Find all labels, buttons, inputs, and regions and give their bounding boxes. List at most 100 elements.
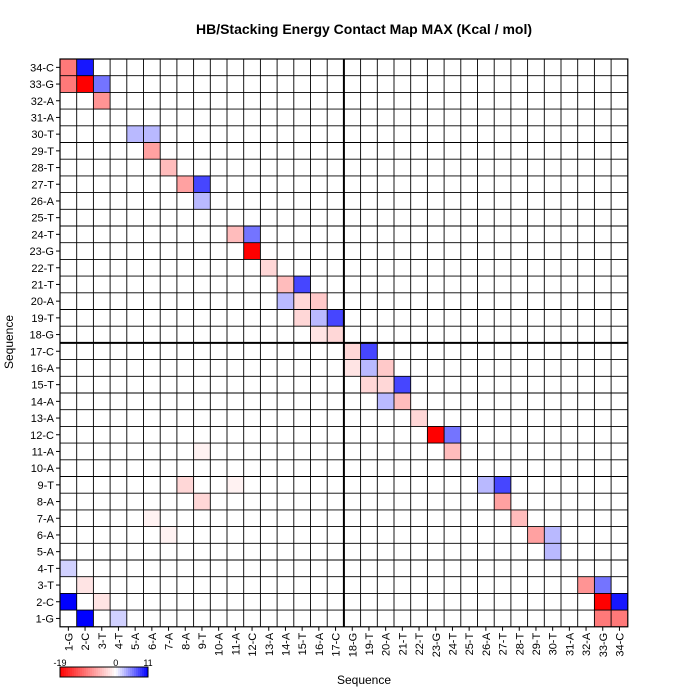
- heatmap-cell: [343, 593, 361, 611]
- heatmap-cell: [544, 125, 561, 143]
- heatmap-cell: [60, 593, 77, 611]
- heatmap-cell: [126, 543, 144, 560]
- heatmap-cell: [343, 276, 361, 293]
- heatmap-cell: [427, 560, 445, 577]
- heatmap-cell: [577, 409, 595, 427]
- heatmap-cell: [377, 276, 394, 293]
- y-tick-label: 10-A: [31, 463, 55, 475]
- heatmap-cell: [611, 75, 628, 93]
- heatmap-cell: [277, 543, 294, 560]
- heatmap-cell: [243, 593, 261, 611]
- heatmap-cell: [227, 359, 244, 377]
- colorbar-segment: [86, 667, 89, 677]
- heatmap-cell: [460, 259, 478, 277]
- heatmap-cell: [494, 560, 511, 577]
- heatmap-cell: [227, 593, 244, 611]
- heatmap-cell: [594, 226, 612, 243]
- heatmap-cell: [561, 376, 578, 393]
- heatmap-cell: [110, 125, 127, 143]
- heatmap-cell: [360, 576, 378, 594]
- heatmap-cell: [243, 426, 261, 444]
- heatmap-cell: [126, 292, 144, 310]
- heatmap-cell: [377, 109, 394, 126]
- heatmap-cell: [394, 576, 411, 594]
- heatmap-cell: [494, 443, 511, 460]
- heatmap-cell: [343, 292, 361, 310]
- heatmap-cell: [143, 175, 161, 193]
- heatmap-cell: [444, 476, 461, 494]
- heatmap-cell: [544, 309, 561, 327]
- heatmap-cell: [544, 443, 561, 460]
- heatmap-cell: [343, 476, 361, 494]
- heatmap-cell: [110, 226, 127, 243]
- heatmap-cell: [327, 476, 344, 494]
- heatmap-cell: [444, 376, 461, 393]
- heatmap-cell: [227, 576, 244, 594]
- heatmap-cell: [377, 576, 394, 594]
- heatmap-cell: [143, 326, 161, 343]
- heatmap-cell: [577, 242, 595, 260]
- heatmap-cell: [444, 526, 461, 544]
- heatmap-cell: [76, 159, 94, 176]
- x-tick-label: 18-G: [347, 633, 359, 657]
- heatmap-cell: [76, 576, 94, 594]
- colorbar-legend: -19 0 11: [53, 658, 153, 678]
- heatmap-cell: [561, 309, 578, 327]
- heatmap-cell: [76, 59, 94, 76]
- heatmap-cell: [260, 159, 278, 176]
- colorbar-segment: [146, 667, 149, 677]
- heatmap-cell: [611, 92, 628, 110]
- heatmap-cell: [293, 593, 311, 611]
- heatmap-cell: [377, 75, 394, 93]
- heatmap-cell: [343, 493, 361, 510]
- heatmap-cell: [594, 242, 612, 260]
- heatmap-cell: [143, 276, 161, 293]
- heatmap-cell: [60, 359, 77, 377]
- heatmap-cell: [577, 560, 595, 577]
- heatmap-cell: [160, 426, 177, 444]
- heatmap-cell: [176, 242, 194, 260]
- heatmap-cell: [460, 309, 478, 327]
- colorbar-segment: [66, 667, 69, 677]
- heatmap-cell: [243, 92, 261, 110]
- heatmap-cell: [494, 543, 511, 560]
- heatmap-cell: [360, 426, 378, 444]
- heatmap-cell: [427, 443, 445, 460]
- heatmap-cell: [227, 92, 244, 110]
- heatmap-cell: [460, 292, 478, 310]
- heatmap-cell: [210, 593, 227, 611]
- heatmap-cell: [193, 242, 211, 260]
- heatmap-cell: [193, 226, 211, 243]
- heatmap-cell: [210, 309, 227, 327]
- heatmap-cell: [394, 443, 411, 460]
- y-tick-label: 32-A: [31, 96, 55, 108]
- heatmap-cell: [510, 593, 528, 611]
- heatmap-cell: [76, 610, 94, 627]
- heatmap-cell: [126, 610, 144, 627]
- heatmap-cell: [293, 242, 311, 260]
- heatmap-cell: [327, 376, 344, 393]
- heatmap-cell: [377, 59, 394, 76]
- heatmap-cell: [160, 175, 177, 193]
- heatmap-cell: [444, 342, 461, 360]
- heatmap-cell: [377, 259, 394, 277]
- heatmap-cell: [494, 226, 511, 243]
- heatmap-cell: [193, 309, 211, 327]
- heatmap-cell: [494, 125, 511, 143]
- heatmap-cell: [243, 493, 261, 510]
- heatmap-cell: [611, 292, 628, 310]
- heatmap-cell: [277, 59, 294, 76]
- heatmap-cell: [60, 409, 77, 427]
- heatmap-cell: [227, 109, 244, 126]
- heatmap-cell: [377, 593, 394, 611]
- y-tick-label: 26-A: [31, 196, 55, 208]
- heatmap-cells: [60, 59, 628, 627]
- heatmap-cell: [227, 159, 244, 176]
- heatmap-cell: [377, 192, 394, 210]
- heatmap-cell: [360, 125, 378, 143]
- heatmap-cell: [561, 443, 578, 460]
- heatmap-cell: [327, 259, 344, 277]
- heatmap-cell: [611, 543, 628, 560]
- heatmap-cell: [544, 259, 561, 277]
- heatmap-cell: [561, 342, 578, 360]
